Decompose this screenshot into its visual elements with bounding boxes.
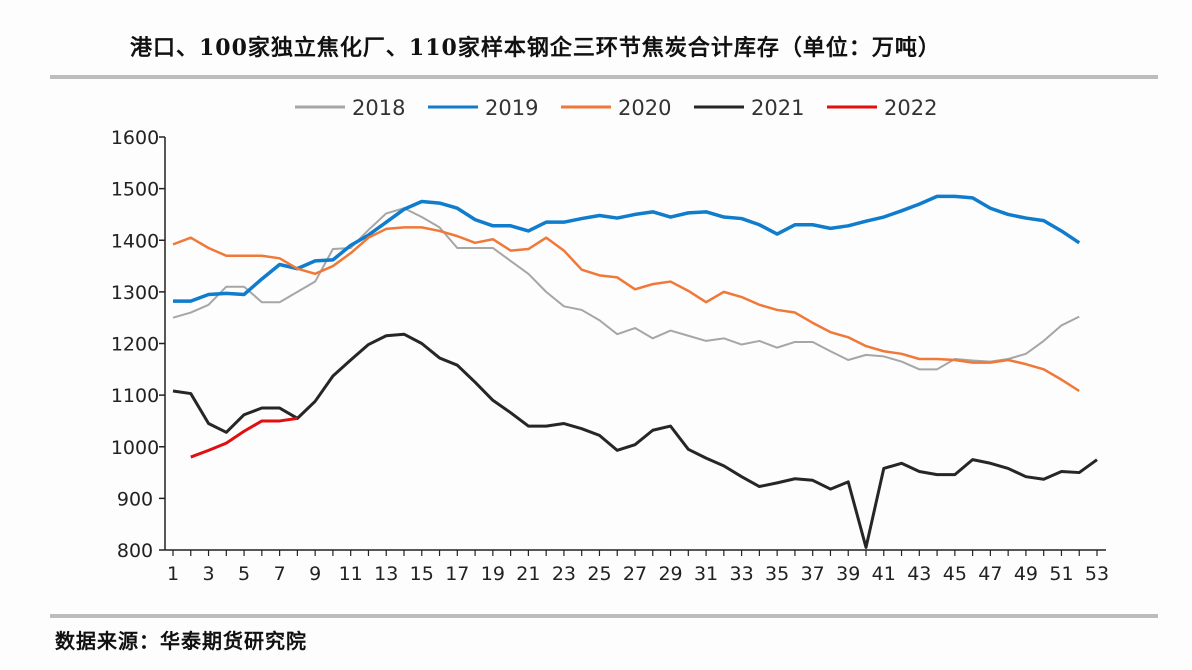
- y-tick-label: 1500: [111, 179, 159, 201]
- x-tick-label: 33: [730, 563, 754, 585]
- x-tick-label: 21: [516, 563, 540, 585]
- series-line-2020: [172, 226, 1080, 393]
- x-tick-label: 43: [907, 563, 931, 585]
- legend-label-2020: 2020: [618, 96, 671, 120]
- x-tick-label: 45: [943, 563, 967, 585]
- series-line-2021: [172, 332, 1098, 549]
- x-tick-label: 53: [1085, 563, 1109, 585]
- legend-label-2022: 2022: [884, 96, 937, 120]
- x-tick-label: 1: [167, 563, 179, 585]
- legend-label-2019: 2019: [485, 96, 538, 120]
- source-note: 数据来源：华泰期货研究院: [55, 629, 307, 653]
- x-tick-label: 49: [1014, 563, 1038, 585]
- bottom-divider: [50, 614, 1158, 618]
- y-tick-label: 900: [117, 488, 153, 510]
- y-tick-label: 1400: [111, 230, 159, 252]
- x-tick-label: 29: [658, 563, 682, 585]
- chart-title: 港口、100家独立焦化厂、110家样本钢企三环节焦炭合计库存（单位：万吨）: [130, 35, 941, 61]
- x-tick-label: 7: [274, 563, 286, 585]
- legend-label-2018: 2018: [352, 96, 405, 120]
- x-tick-label: 51: [1049, 563, 1073, 585]
- x-tick-label: 37: [801, 563, 825, 585]
- x-tick-label: 13: [374, 563, 398, 585]
- series-line-2018: [172, 207, 1080, 371]
- x-tick-label: 41: [872, 563, 896, 585]
- y-tick-label: 1200: [111, 334, 159, 356]
- x-tick-label: 27: [623, 563, 647, 585]
- y-tick-label: 1100: [111, 385, 159, 407]
- x-tick-label: 23: [552, 563, 576, 585]
- x-tick-label: 11: [339, 563, 363, 585]
- y-tick-label: 800: [117, 540, 153, 562]
- x-tick-label: 17: [445, 563, 469, 585]
- x-tick-label: 15: [410, 563, 434, 585]
- x-tick-label: 47: [978, 563, 1002, 585]
- top-divider: [50, 75, 1158, 79]
- series-line-2019: [173, 194, 1081, 303]
- x-tick-label: 5: [238, 563, 250, 585]
- x-tick-label: 9: [309, 563, 321, 585]
- y-tick-label: 1300: [111, 282, 159, 304]
- x-tick-label: 35: [765, 563, 789, 585]
- legend-label-2021: 2021: [751, 96, 804, 120]
- y-tick-label: 1000: [111, 437, 159, 459]
- y-tick-label: 1600: [111, 127, 159, 149]
- x-tick-label: 3: [202, 563, 214, 585]
- x-tick-label: 31: [694, 563, 718, 585]
- series-line-2022: [190, 416, 298, 459]
- x-tick-label: 39: [836, 563, 860, 585]
- x-tick-label: 25: [587, 563, 611, 585]
- x-tick-label: 19: [481, 563, 505, 585]
